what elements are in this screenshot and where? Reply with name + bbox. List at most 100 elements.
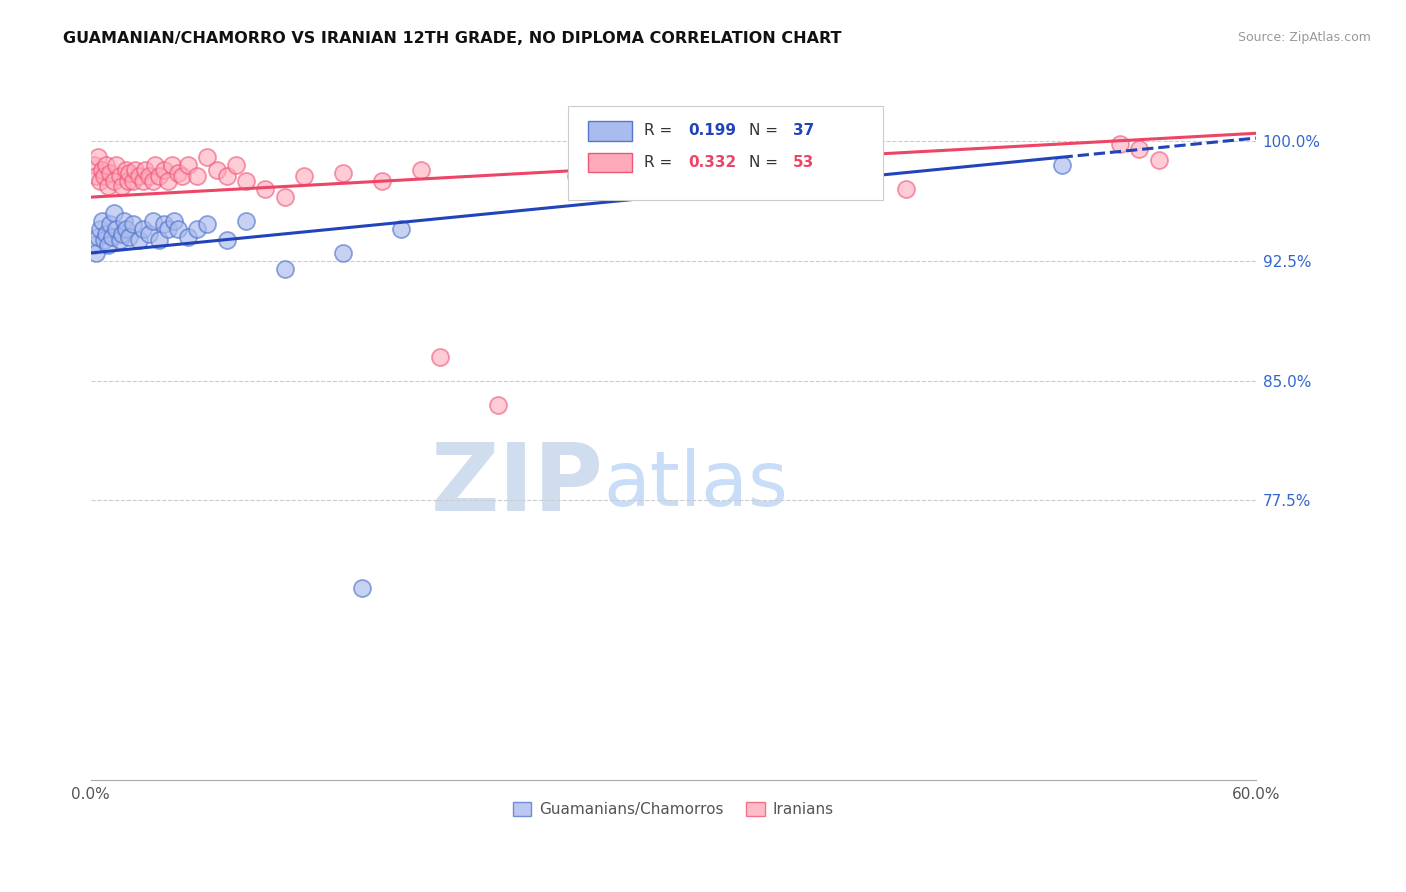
- Point: [235, 214, 257, 228]
- Point: [389, 222, 412, 236]
- FancyBboxPatch shape: [568, 105, 883, 201]
- Point: [118, 166, 141, 180]
- Point: [122, 174, 145, 188]
- Point: [132, 222, 155, 236]
- Point: [177, 158, 200, 172]
- Point: [205, 163, 228, 178]
- Point: [132, 174, 155, 188]
- Point: [124, 163, 146, 178]
- Point: [157, 222, 180, 236]
- Point: [817, 158, 839, 172]
- Point: [108, 169, 131, 184]
- Point: [97, 178, 120, 193]
- Point: [215, 233, 238, 247]
- Point: [720, 166, 742, 180]
- FancyBboxPatch shape: [588, 153, 633, 172]
- Point: [114, 222, 136, 236]
- Point: [167, 222, 190, 236]
- Point: [108, 233, 131, 247]
- Point: [352, 581, 374, 595]
- Point: [195, 150, 218, 164]
- Point: [170, 169, 193, 184]
- Point: [93, 169, 115, 184]
- Point: [87, 230, 110, 244]
- Point: [138, 169, 160, 184]
- Point: [86, 246, 108, 260]
- Text: 0.332: 0.332: [689, 155, 737, 169]
- Point: [128, 233, 150, 247]
- Point: [86, 169, 108, 184]
- Point: [332, 166, 354, 180]
- Point: [104, 222, 127, 236]
- Point: [93, 233, 115, 247]
- Point: [83, 158, 105, 172]
- Point: [117, 174, 139, 188]
- Legend: Guamanians/Chamorros, Iranians: Guamanians/Chamorros, Iranians: [505, 794, 841, 824]
- Point: [103, 206, 125, 220]
- Point: [91, 214, 114, 228]
- Text: 37: 37: [793, 123, 814, 138]
- Point: [409, 163, 432, 178]
- Point: [118, 230, 141, 244]
- Point: [128, 169, 150, 184]
- Point: [167, 166, 190, 180]
- Point: [138, 227, 160, 241]
- Point: [114, 163, 136, 178]
- Point: [89, 174, 111, 188]
- Point: [111, 227, 134, 241]
- Point: [91, 163, 114, 178]
- Point: [111, 178, 134, 193]
- Point: [148, 169, 170, 184]
- Point: [148, 233, 170, 247]
- Point: [177, 230, 200, 244]
- Point: [1108, 137, 1130, 152]
- Point: [101, 230, 124, 244]
- Point: [565, 169, 588, 184]
- Point: [274, 190, 297, 204]
- Point: [225, 158, 247, 172]
- FancyBboxPatch shape: [588, 121, 633, 141]
- Point: [332, 246, 354, 260]
- Point: [371, 174, 394, 188]
- Point: [186, 169, 208, 184]
- Text: 53: 53: [793, 155, 814, 169]
- Point: [195, 217, 218, 231]
- Point: [98, 166, 121, 180]
- Text: Source: ZipAtlas.com: Source: ZipAtlas.com: [1237, 31, 1371, 45]
- Point: [134, 163, 156, 178]
- Point: [83, 238, 105, 252]
- Point: [486, 398, 509, 412]
- Point: [856, 169, 879, 184]
- Point: [153, 163, 176, 178]
- Point: [98, 217, 121, 231]
- Point: [103, 174, 125, 188]
- Point: [1050, 158, 1073, 172]
- Text: ZIP: ZIP: [430, 439, 603, 531]
- Point: [254, 182, 277, 196]
- Point: [896, 182, 918, 196]
- Point: [112, 214, 135, 228]
- Point: [235, 174, 257, 188]
- Point: [215, 169, 238, 184]
- Text: 0.199: 0.199: [689, 123, 737, 138]
- Point: [87, 150, 110, 164]
- Point: [122, 217, 145, 231]
- Point: [274, 262, 297, 277]
- Text: N =: N =: [749, 155, 783, 169]
- Text: atlas: atlas: [603, 448, 789, 522]
- Point: [94, 227, 117, 241]
- Point: [143, 158, 166, 172]
- Point: [429, 350, 451, 364]
- Point: [163, 214, 186, 228]
- Point: [142, 174, 165, 188]
- Text: R =: R =: [644, 123, 678, 138]
- Point: [142, 214, 165, 228]
- Point: [97, 238, 120, 252]
- Point: [153, 217, 176, 231]
- Text: GUAMANIAN/CHAMORRO VS IRANIAN 12TH GRADE, NO DIPLOMA CORRELATION CHART: GUAMANIAN/CHAMORRO VS IRANIAN 12TH GRADE…: [63, 31, 842, 46]
- Point: [89, 222, 111, 236]
- Point: [292, 169, 315, 184]
- Point: [1147, 153, 1170, 168]
- Point: [1128, 142, 1150, 156]
- Point: [160, 158, 183, 172]
